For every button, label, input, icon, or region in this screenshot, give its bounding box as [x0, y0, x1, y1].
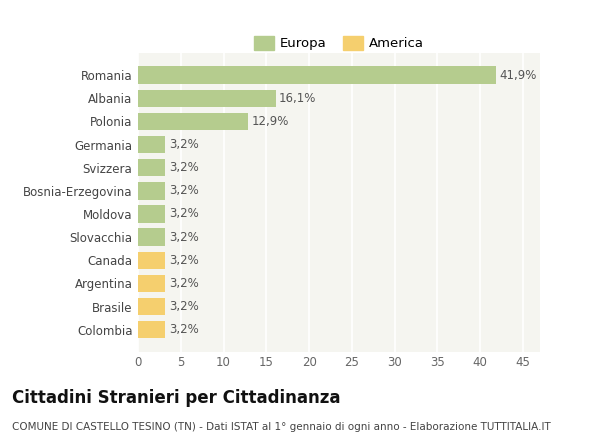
- Bar: [138, 252, 166, 269]
- Bar: [138, 113, 248, 130]
- Bar: [138, 66, 496, 84]
- Bar: [138, 205, 166, 223]
- Bar: [138, 321, 166, 338]
- Text: 3,2%: 3,2%: [169, 277, 199, 290]
- Text: 3,2%: 3,2%: [169, 323, 199, 336]
- Bar: [138, 136, 166, 153]
- Text: 3,2%: 3,2%: [169, 231, 199, 244]
- Bar: [138, 228, 166, 246]
- Bar: [138, 275, 166, 292]
- Text: 3,2%: 3,2%: [169, 184, 199, 197]
- Text: 12,9%: 12,9%: [252, 115, 289, 128]
- Bar: [138, 90, 276, 107]
- Text: Cittadini Stranieri per Cittadinanza: Cittadini Stranieri per Cittadinanza: [12, 389, 341, 407]
- Text: 3,2%: 3,2%: [169, 208, 199, 220]
- Text: 3,2%: 3,2%: [169, 161, 199, 174]
- Text: 16,1%: 16,1%: [279, 92, 317, 105]
- Text: 3,2%: 3,2%: [169, 300, 199, 313]
- Legend: Europa, America: Europa, America: [247, 29, 431, 57]
- Bar: [138, 182, 166, 199]
- Text: 41,9%: 41,9%: [500, 69, 537, 81]
- Bar: [138, 298, 166, 315]
- Text: 3,2%: 3,2%: [169, 138, 199, 151]
- Text: COMUNE DI CASTELLO TESINO (TN) - Dati ISTAT al 1° gennaio di ogni anno - Elabora: COMUNE DI CASTELLO TESINO (TN) - Dati IS…: [12, 422, 551, 432]
- Bar: [138, 159, 166, 176]
- Text: 3,2%: 3,2%: [169, 254, 199, 267]
